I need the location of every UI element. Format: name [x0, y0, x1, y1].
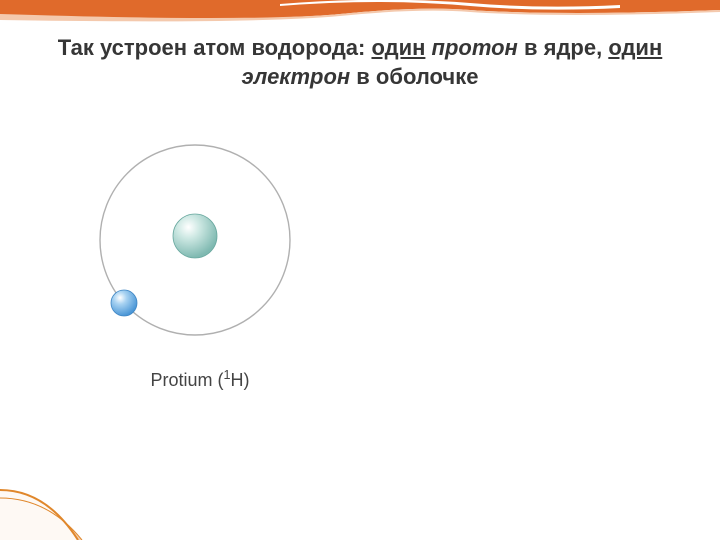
title-suffix: в оболочке: [350, 64, 478, 89]
atom-diagram: Protium (1H): [80, 130, 320, 410]
title-prefix: Так устроен атом водорода:: [58, 35, 372, 60]
title-proton: протон: [432, 35, 518, 60]
atom-label-sym: H: [231, 370, 244, 390]
slide-title: Так устроен атом водорода: один протон в…: [50, 34, 670, 91]
title-one-1: один: [371, 35, 425, 60]
top-decor-band: [0, 0, 720, 28]
nucleus: [173, 214, 217, 258]
atom-label-prefix: Protium (: [150, 370, 223, 390]
corner-fill: [0, 490, 78, 540]
title-mid: в ядре,: [518, 35, 608, 60]
atom-svg: [80, 130, 310, 350]
electron: [111, 290, 137, 316]
bottom-corner-decor: [0, 470, 120, 540]
atom-label-suffix: ): [244, 370, 250, 390]
band-outer: [0, 0, 720, 19]
title-electron: электрон: [242, 64, 351, 89]
atom-label: Protium (1H): [80, 368, 320, 391]
atom-label-sup: 1: [224, 368, 231, 382]
title-one-2: один: [608, 35, 662, 60]
